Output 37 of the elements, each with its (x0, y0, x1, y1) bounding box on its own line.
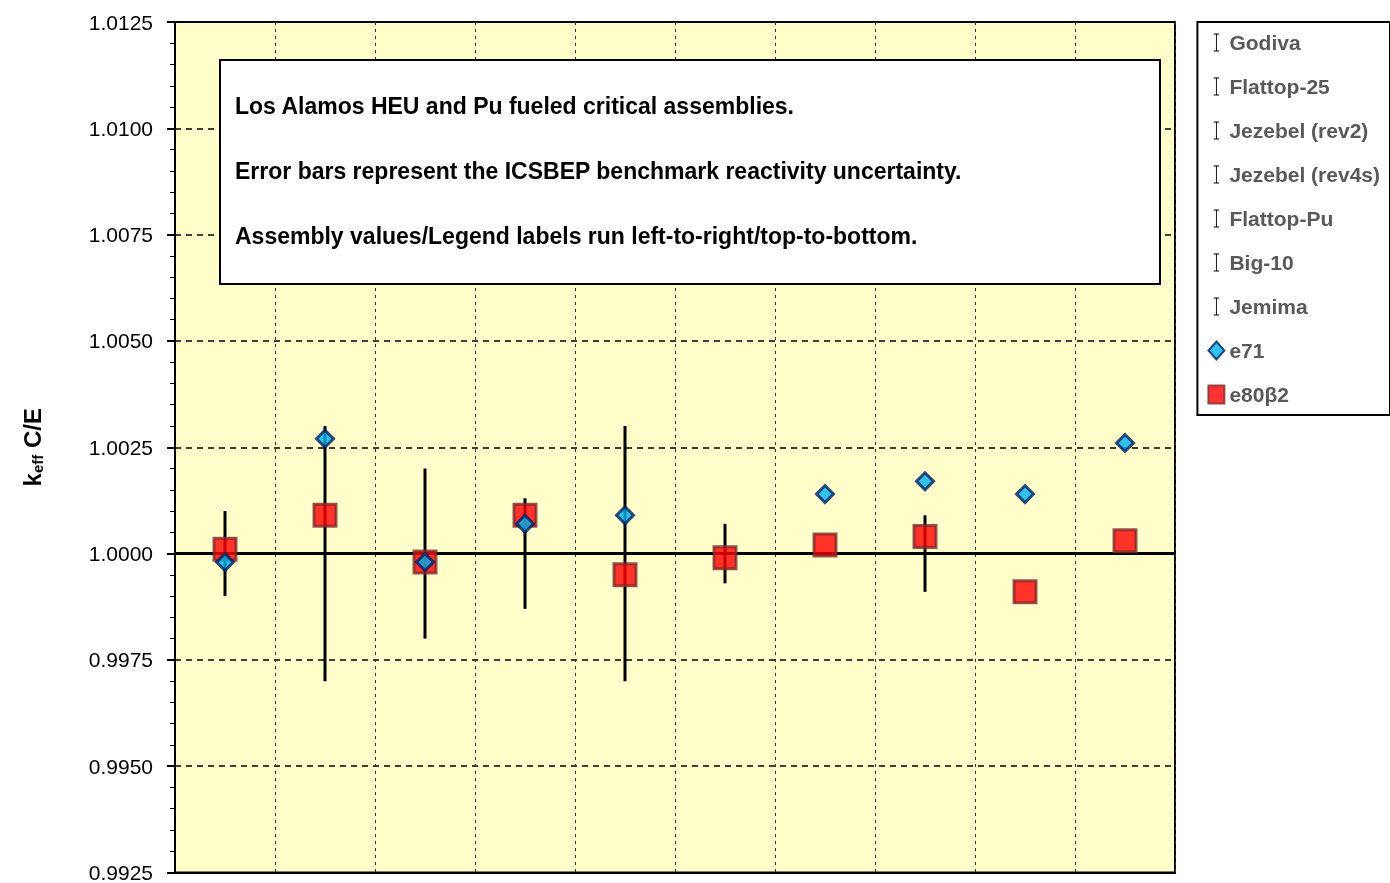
legend-label: Flattop-25 (1229, 75, 1331, 98)
point (812, 532, 838, 558)
y-tick-label: 1.0000 (88, 542, 153, 566)
point (1012, 579, 1038, 605)
legend-label: Godiva (1229, 31, 1301, 54)
annotation: Error bars represent the ICSBEP benchmark reactivity uncertainty. (235, 158, 963, 186)
y-tick-label: 1.0100 (88, 116, 153, 140)
point (912, 524, 938, 550)
legend-label: e71 (1229, 339, 1265, 362)
y-tick-label: 0.9975 (88, 648, 153, 672)
point (1112, 528, 1138, 554)
y-tick-label: 0.9925 (88, 861, 153, 883)
point (215, 552, 235, 573)
legend-label: Jemima (1229, 295, 1308, 318)
point (312, 502, 338, 528)
point (615, 505, 635, 526)
y-tick-label: 1.0075 (88, 223, 153, 247)
legend-label: Big-10 (1229, 251, 1294, 274)
annotation: Assembly values/Legend labels run left-to-right/top-to-bottom. (235, 223, 919, 251)
annotation: Los Alamos HEU and Pu fueled critical assemblies. (235, 93, 795, 121)
y-tick-label: 1.0125 (88, 10, 153, 34)
y-axis-title: keff C/E (19, 408, 46, 487)
legend-label: e80β2 (1229, 383, 1289, 406)
point (1115, 433, 1135, 453)
point (712, 545, 738, 571)
legend-label: Jezebel (rev4s) (1229, 163, 1380, 186)
point (815, 484, 835, 505)
point (315, 428, 335, 449)
legend-label: Jezebel (rev2) (1229, 119, 1369, 142)
y-tick-label: 0.9950 (88, 754, 153, 778)
y-tick-label: 1.0050 (88, 329, 153, 353)
legend-label: Flattop-Pu (1229, 207, 1334, 230)
point (1015, 484, 1035, 505)
y-tick-label: 1.0025 (88, 435, 153, 459)
point (915, 471, 935, 492)
note-box: Los Alamos HEU and Pu fueled critical assemblies. Error bars represent the ICSBEP benchmark reactivity uncertainty. Assembly values/Legend labels run left-to-right/top-to-bottom. (219, 59, 1161, 285)
point (612, 562, 638, 588)
